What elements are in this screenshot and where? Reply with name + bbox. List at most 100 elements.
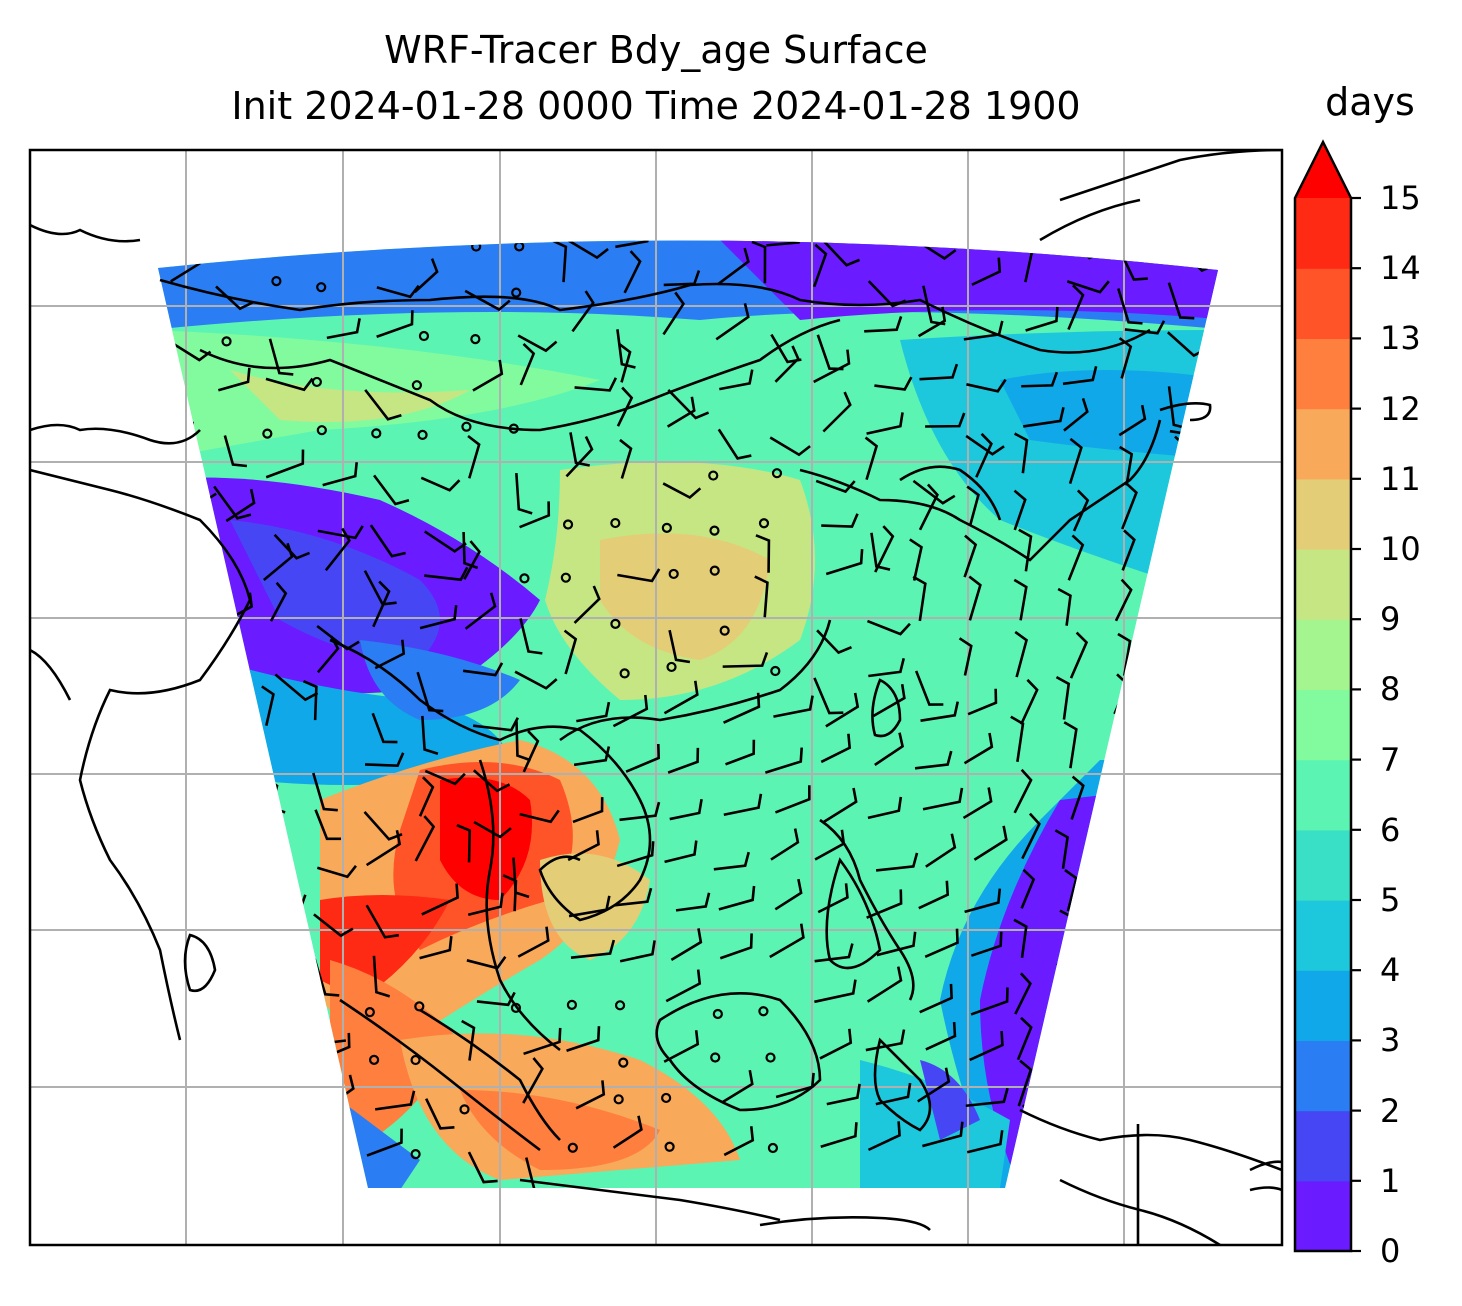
- wind-barb: [1173, 817, 1187, 858]
- calm-wind-marker: [709, 525, 720, 536]
- colorbar-segment: [1295, 1110, 1351, 1182]
- calm-wind-marker: [664, 1141, 675, 1152]
- wind-barb: [575, 1080, 606, 1110]
- wind-barb: [312, 772, 338, 812]
- wind-barb: [666, 396, 696, 428]
- wind-barb: [264, 776, 279, 817]
- wind-barb: [1014, 972, 1032, 1015]
- wind-barb: [723, 1126, 755, 1157]
- calm-wind-marker: [719, 625, 730, 636]
- wind-barb: [1013, 918, 1028, 958]
- wind-barb: [1118, 445, 1134, 486]
- wind-barb: [462, 531, 479, 570]
- calm-wind-marker: [771, 468, 783, 479]
- wind-barb: [1013, 768, 1033, 814]
- wind-barb: [217, 367, 251, 392]
- calm-wind-marker: [758, 1006, 769, 1017]
- wind-barb: [519, 809, 560, 824]
- wind-barb: [215, 285, 254, 311]
- map-gridlines: [30, 150, 1282, 1245]
- wind-barb: [721, 1069, 754, 1104]
- calm-wind-marker: [508, 423, 519, 434]
- wind-barb: [259, 1014, 275, 1053]
- wind-barb: [614, 887, 653, 907]
- wind-barb: [1064, 869, 1078, 912]
- wind-barb: [1117, 1061, 1134, 1102]
- calm-wind-marker: [560, 572, 571, 583]
- wind-barb: [723, 793, 763, 817]
- wind-barb: [1162, 876, 1176, 920]
- wind-barb: [616, 329, 636, 369]
- colorbar-segment: [1295, 268, 1351, 339]
- wind-barb: [912, 575, 927, 622]
- colorbar-tick-label: 7: [1380, 740, 1401, 779]
- calm-wind-marker: [368, 1054, 380, 1065]
- wind-barb: [664, 840, 698, 864]
- wind-barb: [519, 618, 543, 655]
- wind-barb: [467, 434, 481, 479]
- wind-barb: [1010, 715, 1025, 763]
- wind-barb: [419, 936, 453, 960]
- wind-barb: [963, 534, 978, 578]
- wind-barb: [571, 290, 595, 333]
- calm-wind-marker: [610, 517, 621, 529]
- wind-barb: [717, 247, 750, 286]
- calm-wind-marker: [410, 1149, 421, 1160]
- wind-barb: [1018, 528, 1033, 572]
- wind-barb: [456, 823, 472, 863]
- wind-barb: [570, 939, 616, 959]
- wind-barb: [326, 318, 361, 340]
- wind-barb: [966, 485, 980, 525]
- wind-barb: [165, 857, 211, 883]
- colorbar-segment: [1295, 338, 1351, 410]
- wind-barb: [525, 1157, 551, 1189]
- wind-barb: [875, 852, 919, 872]
- wind-barb: [364, 389, 402, 421]
- wind-barb: [874, 525, 895, 573]
- wind-barb: [261, 685, 275, 726]
- wind-barb: [1063, 397, 1089, 432]
- calm-wind-marker: [709, 565, 720, 576]
- colorbar-tick-label: 8: [1380, 670, 1401, 709]
- wind-barb: [270, 1156, 296, 1189]
- wind-barb: [413, 258, 439, 294]
- wind-barb: [820, 733, 852, 764]
- wind-barb: [965, 1087, 1009, 1108]
- calm-wind-marker: [708, 470, 719, 481]
- wind-barb: [662, 482, 702, 500]
- wind-barb: [317, 525, 364, 540]
- wind-barb: [755, 534, 771, 573]
- wind-barb: [522, 1057, 544, 1104]
- wind-barb: [1165, 778, 1181, 823]
- wind-barb: [922, 787, 964, 811]
- colorbar-tick-label: 3: [1380, 1021, 1401, 1060]
- wind-barb: [1013, 432, 1029, 474]
- wind-barb: [924, 928, 959, 959]
- wind-barb: [517, 334, 558, 353]
- wind-barb: [671, 194, 689, 238]
- colorbar-segment: [1295, 619, 1351, 690]
- wind-barb: [419, 240, 439, 241]
- wind-barb: [663, 680, 699, 715]
- wind-barb: [1118, 337, 1133, 379]
- wind-barb: [868, 657, 906, 678]
- wind-barb: [372, 955, 391, 998]
- wind-barb: [1072, 489, 1090, 532]
- wind-barb: [517, 926, 550, 958]
- wind-barb: [1167, 955, 1185, 1004]
- wind-barb: [1063, 1114, 1081, 1159]
- calm-wind-marker: [316, 282, 327, 293]
- plot-title-line1: WRF-Tracer Bdy_age Surface: [384, 28, 928, 72]
- colorbar-tick-label: 15: [1380, 179, 1421, 217]
- wind-barb: [1167, 282, 1195, 320]
- colorbar-segment: [1295, 759, 1351, 831]
- wind-barb: [464, 592, 497, 630]
- colorbar-tick-label: 1: [1380, 1161, 1401, 1200]
- wind-barb: [159, 1063, 175, 1106]
- wind-barb: [262, 542, 294, 582]
- wind-barb: [713, 851, 750, 871]
- wind-barb: [872, 684, 906, 718]
- wind-barb: [616, 841, 655, 868]
- wind-barb: [1013, 578, 1028, 621]
- wind-barb: [774, 345, 800, 383]
